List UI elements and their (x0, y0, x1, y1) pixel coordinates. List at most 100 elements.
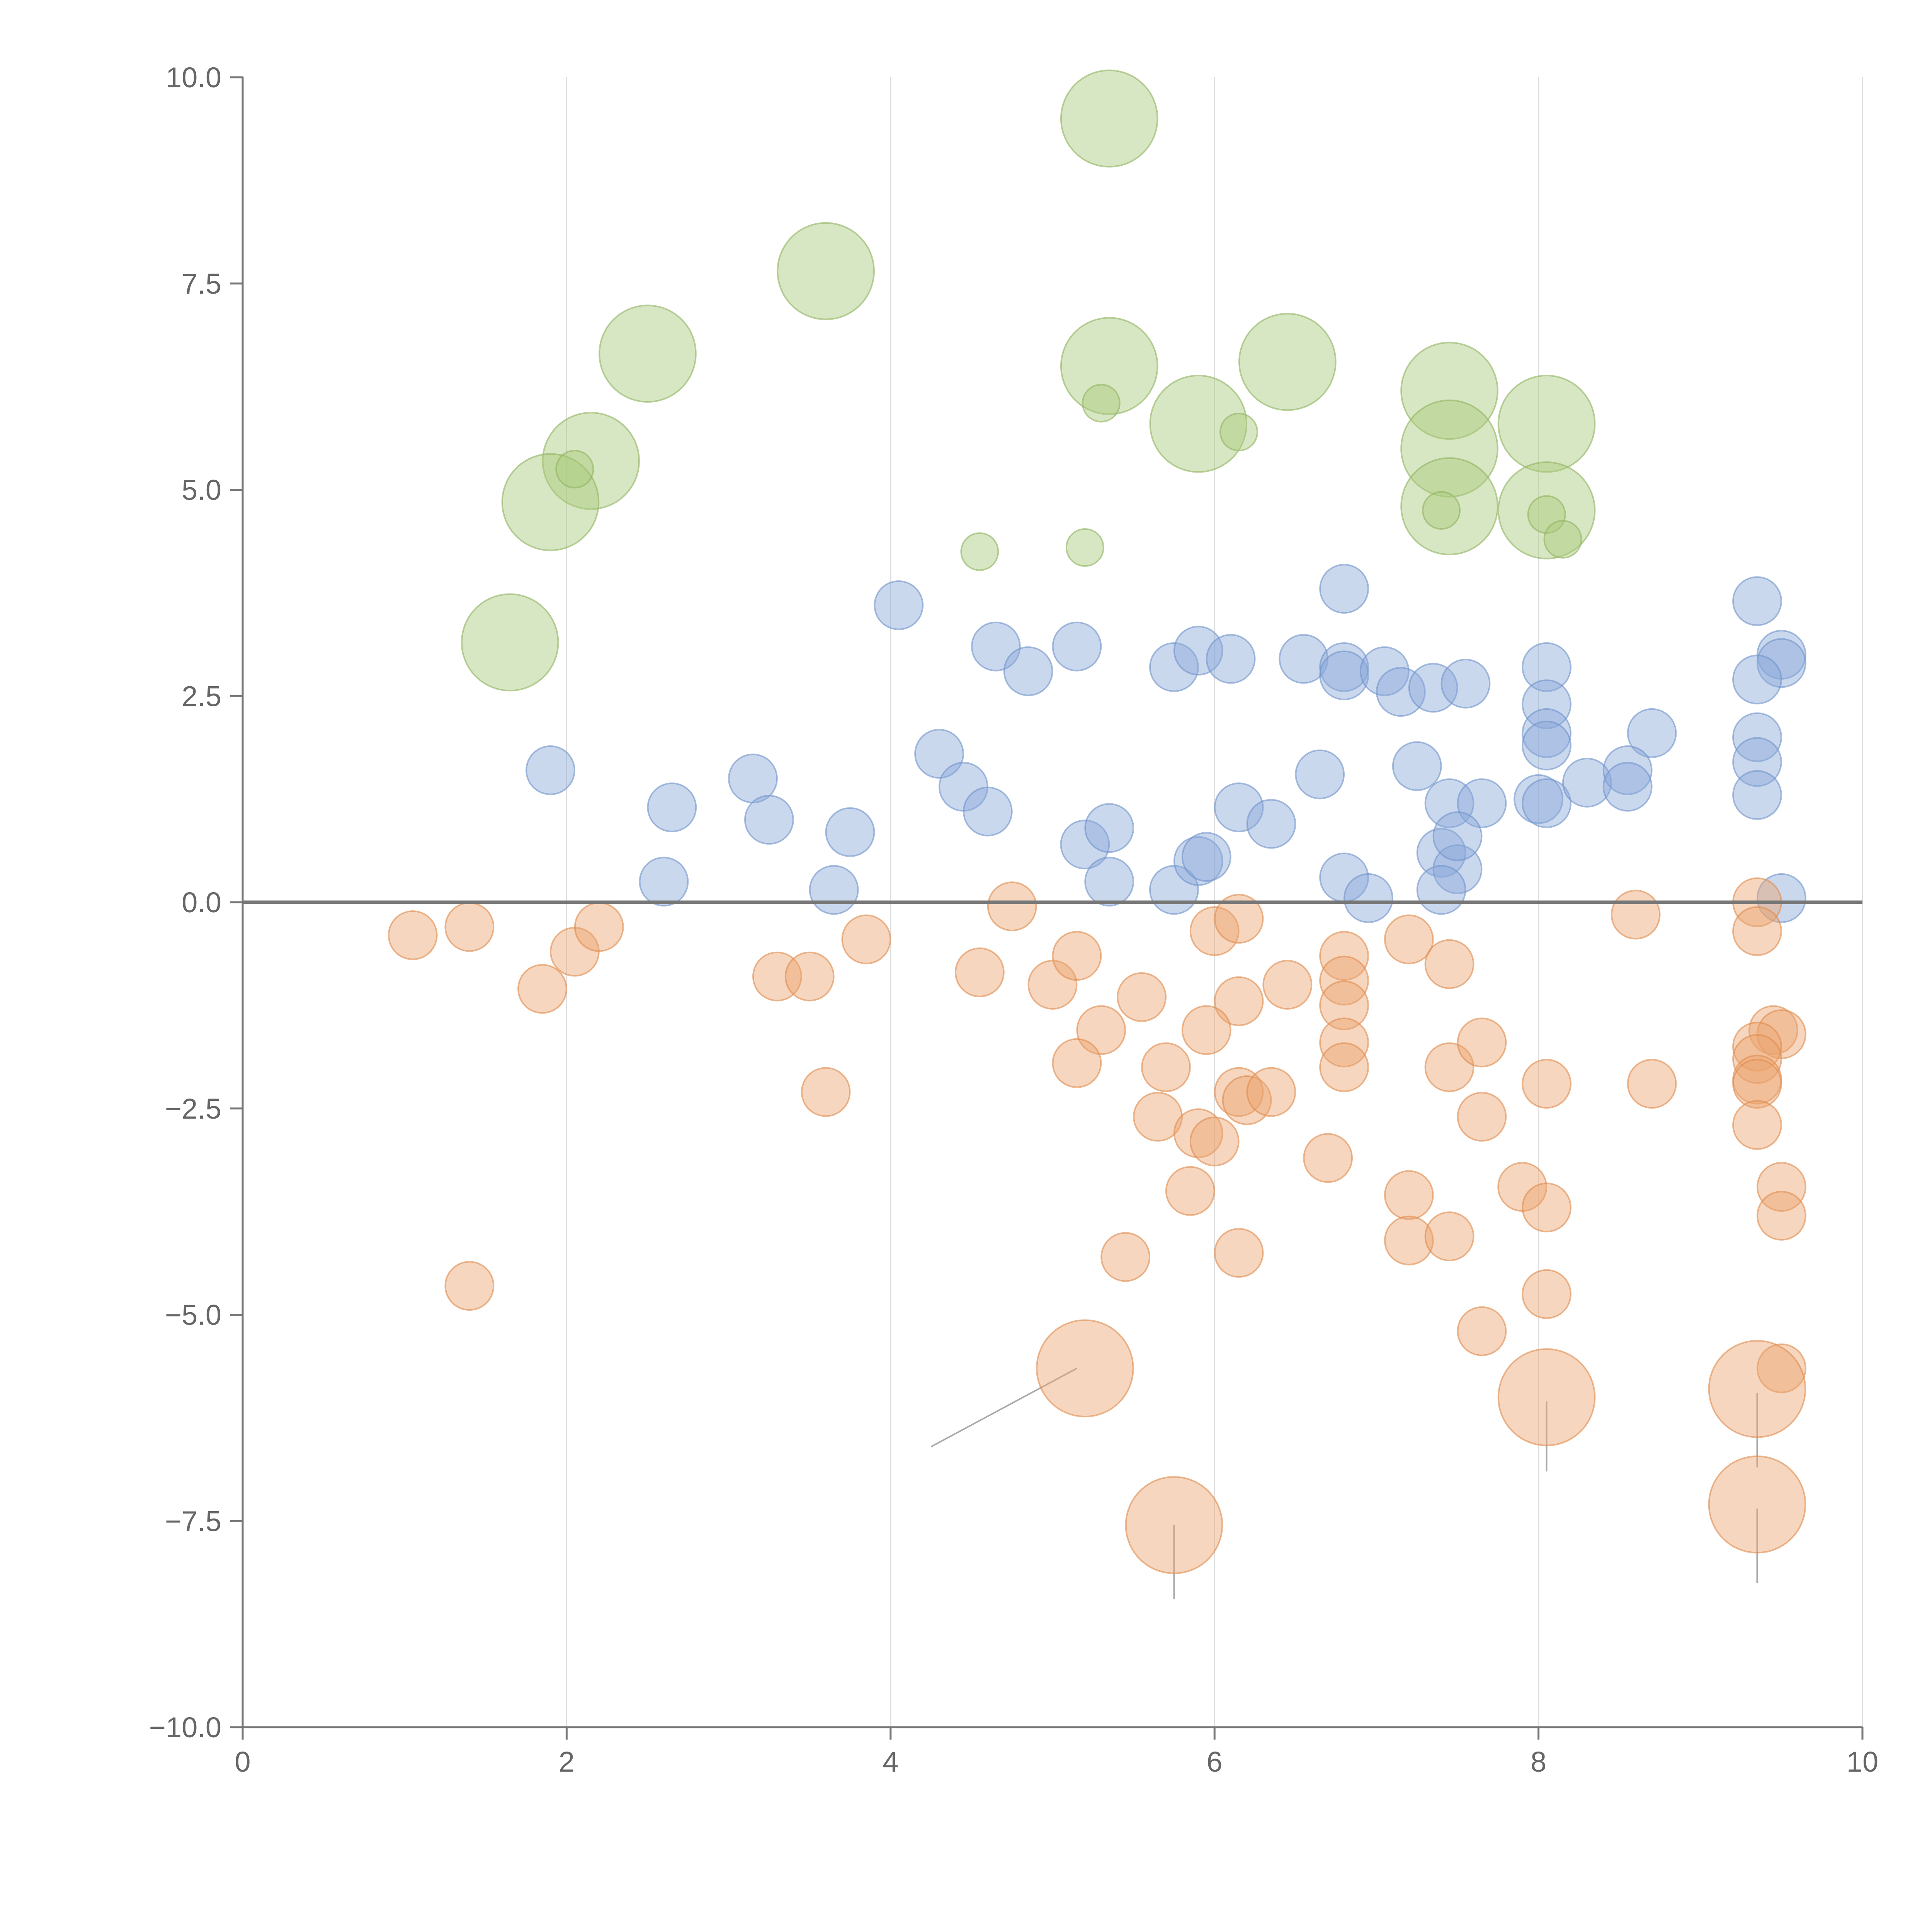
y-tick-label-5: −2.5 (165, 1093, 221, 1125)
blue-point-19 (1627, 708, 1677, 758)
orange-point-3 (574, 902, 624, 952)
orange-point-21 (1424, 939, 1475, 989)
blue-point-47 (809, 865, 859, 915)
x-tick-label-1: 2 (559, 1746, 575, 1778)
orange-point-20 (1384, 914, 1434, 964)
orange-point-28 (1181, 1005, 1231, 1055)
orange-point-13 (1189, 906, 1240, 956)
green-point-6 (1497, 374, 1596, 473)
x-tick-label-5: 10 (1847, 1746, 1878, 1778)
blue-point-26 (1732, 770, 1782, 820)
blue-point-59 (1416, 865, 1466, 915)
blue-point-41 (1514, 774, 1564, 824)
green-point-16 (555, 450, 594, 489)
orange-point-52 (1384, 1170, 1434, 1220)
orange-point-44 (1173, 1108, 1223, 1158)
x-tick-label-2: 4 (883, 1746, 898, 1778)
green-point-4 (1238, 313, 1337, 411)
orange-point-50 (1303, 1133, 1353, 1183)
orange-point-4 (517, 964, 567, 1014)
green-point-19 (1543, 520, 1582, 559)
blue-point-46 (639, 857, 689, 907)
orange-point-68 (1125, 1476, 1223, 1574)
orange-point-47 (1627, 1059, 1677, 1109)
orange-point-45 (1189, 1116, 1240, 1167)
tick-labels: 0 2 4 6 8 10 10.0 7.5 5.0 2.5 0.0 −2.5 −5.0 −7.5 −10.0 (149, 61, 1878, 1778)
blue-point-55 (1344, 873, 1393, 923)
orange-point-27 (1141, 1042, 1191, 1092)
blue-point-28 (647, 782, 697, 832)
orange-point-14 (1214, 894, 1264, 944)
blue-point-17 (1522, 708, 1571, 758)
green-point-10 (501, 453, 600, 551)
green-point-7 (1149, 374, 1248, 473)
blue-point-27 (526, 745, 575, 795)
orange-point-42 (1246, 1067, 1296, 1117)
blue-point-43 (1562, 758, 1612, 808)
blue-point-3 (1052, 621, 1102, 672)
blue-point-14 (1440, 658, 1491, 709)
orange-point-24 (1732, 906, 1782, 956)
blue-point-50 (1084, 857, 1134, 907)
tick-marks (230, 76, 1864, 1740)
green-point-15 (1219, 413, 1259, 452)
orange-point-63 (1457, 1306, 1507, 1356)
blue-point-9 (1319, 650, 1369, 701)
green-point-13 (461, 593, 559, 692)
orange-point-51 (1165, 1166, 1215, 1216)
orange-point-12 (1117, 972, 1167, 1022)
blue-point-5 (1173, 626, 1223, 676)
orange-point-39 (801, 1067, 851, 1117)
orange-point-38 (1732, 1059, 1782, 1109)
blue-point-34 (963, 786, 1013, 837)
orange-point-15 (1214, 976, 1264, 1026)
annotation-line-0 (930, 1367, 1077, 1447)
data-points (388, 69, 1806, 1574)
x-tick-label-3: 6 (1207, 1746, 1223, 1778)
y-tick-label-4: 0.0 (182, 886, 221, 918)
y-tick-label-6: −5.0 (165, 1299, 221, 1331)
orange-point-67 (1708, 1340, 1806, 1438)
orange-point-1 (444, 902, 495, 952)
blue-point-49 (1084, 803, 1134, 853)
orange-point-8 (987, 881, 1037, 932)
x-tick-label-4: 8 (1531, 1746, 1546, 1778)
blue-point-53 (1181, 832, 1231, 882)
green-point-5 (1400, 342, 1498, 440)
blue-point-48 (1060, 820, 1110, 869)
blue-point-44 (1602, 745, 1653, 795)
green-point-21 (1065, 528, 1104, 567)
blue-point-4 (1149, 642, 1199, 692)
blue-point-52 (1173, 836, 1223, 886)
y-tick-label-8: −10.0 (149, 1711, 221, 1743)
orange-point-0 (388, 910, 438, 960)
orange-point-33 (1748, 1005, 1798, 1055)
blue-point-16 (1522, 679, 1571, 729)
blue-point-58 (1432, 811, 1483, 861)
orange-point-16 (1262, 960, 1313, 1010)
orange-point-65 (1036, 1319, 1134, 1418)
blue-point-7 (1279, 634, 1329, 684)
orange-point-58 (1424, 1211, 1475, 1262)
blue-point-20 (1732, 576, 1782, 626)
orange-point-60 (1214, 1228, 1264, 1278)
orange-point-19 (1319, 980, 1369, 1031)
green-point-14 (1082, 384, 1121, 423)
blue-point-23 (1732, 655, 1782, 704)
green-point-20 (960, 532, 999, 571)
blue-point-22 (1757, 638, 1806, 688)
orange-point-55 (1757, 1162, 1806, 1212)
y-tick-label-0: 10.0 (166, 61, 221, 94)
blue-point-10 (1319, 564, 1369, 614)
blue-point-31 (825, 807, 875, 857)
blue-point-35 (1214, 782, 1264, 832)
green-point-18 (1527, 495, 1566, 534)
blue-point-45 (1602, 762, 1653, 812)
blue-point-13 (1408, 663, 1458, 713)
orange-point-56 (1757, 1190, 1806, 1241)
orange-point-62 (1522, 1269, 1571, 1319)
orange-point-7 (841, 914, 891, 964)
blue-point-42 (1522, 778, 1571, 828)
green-point-17 (1422, 491, 1461, 530)
